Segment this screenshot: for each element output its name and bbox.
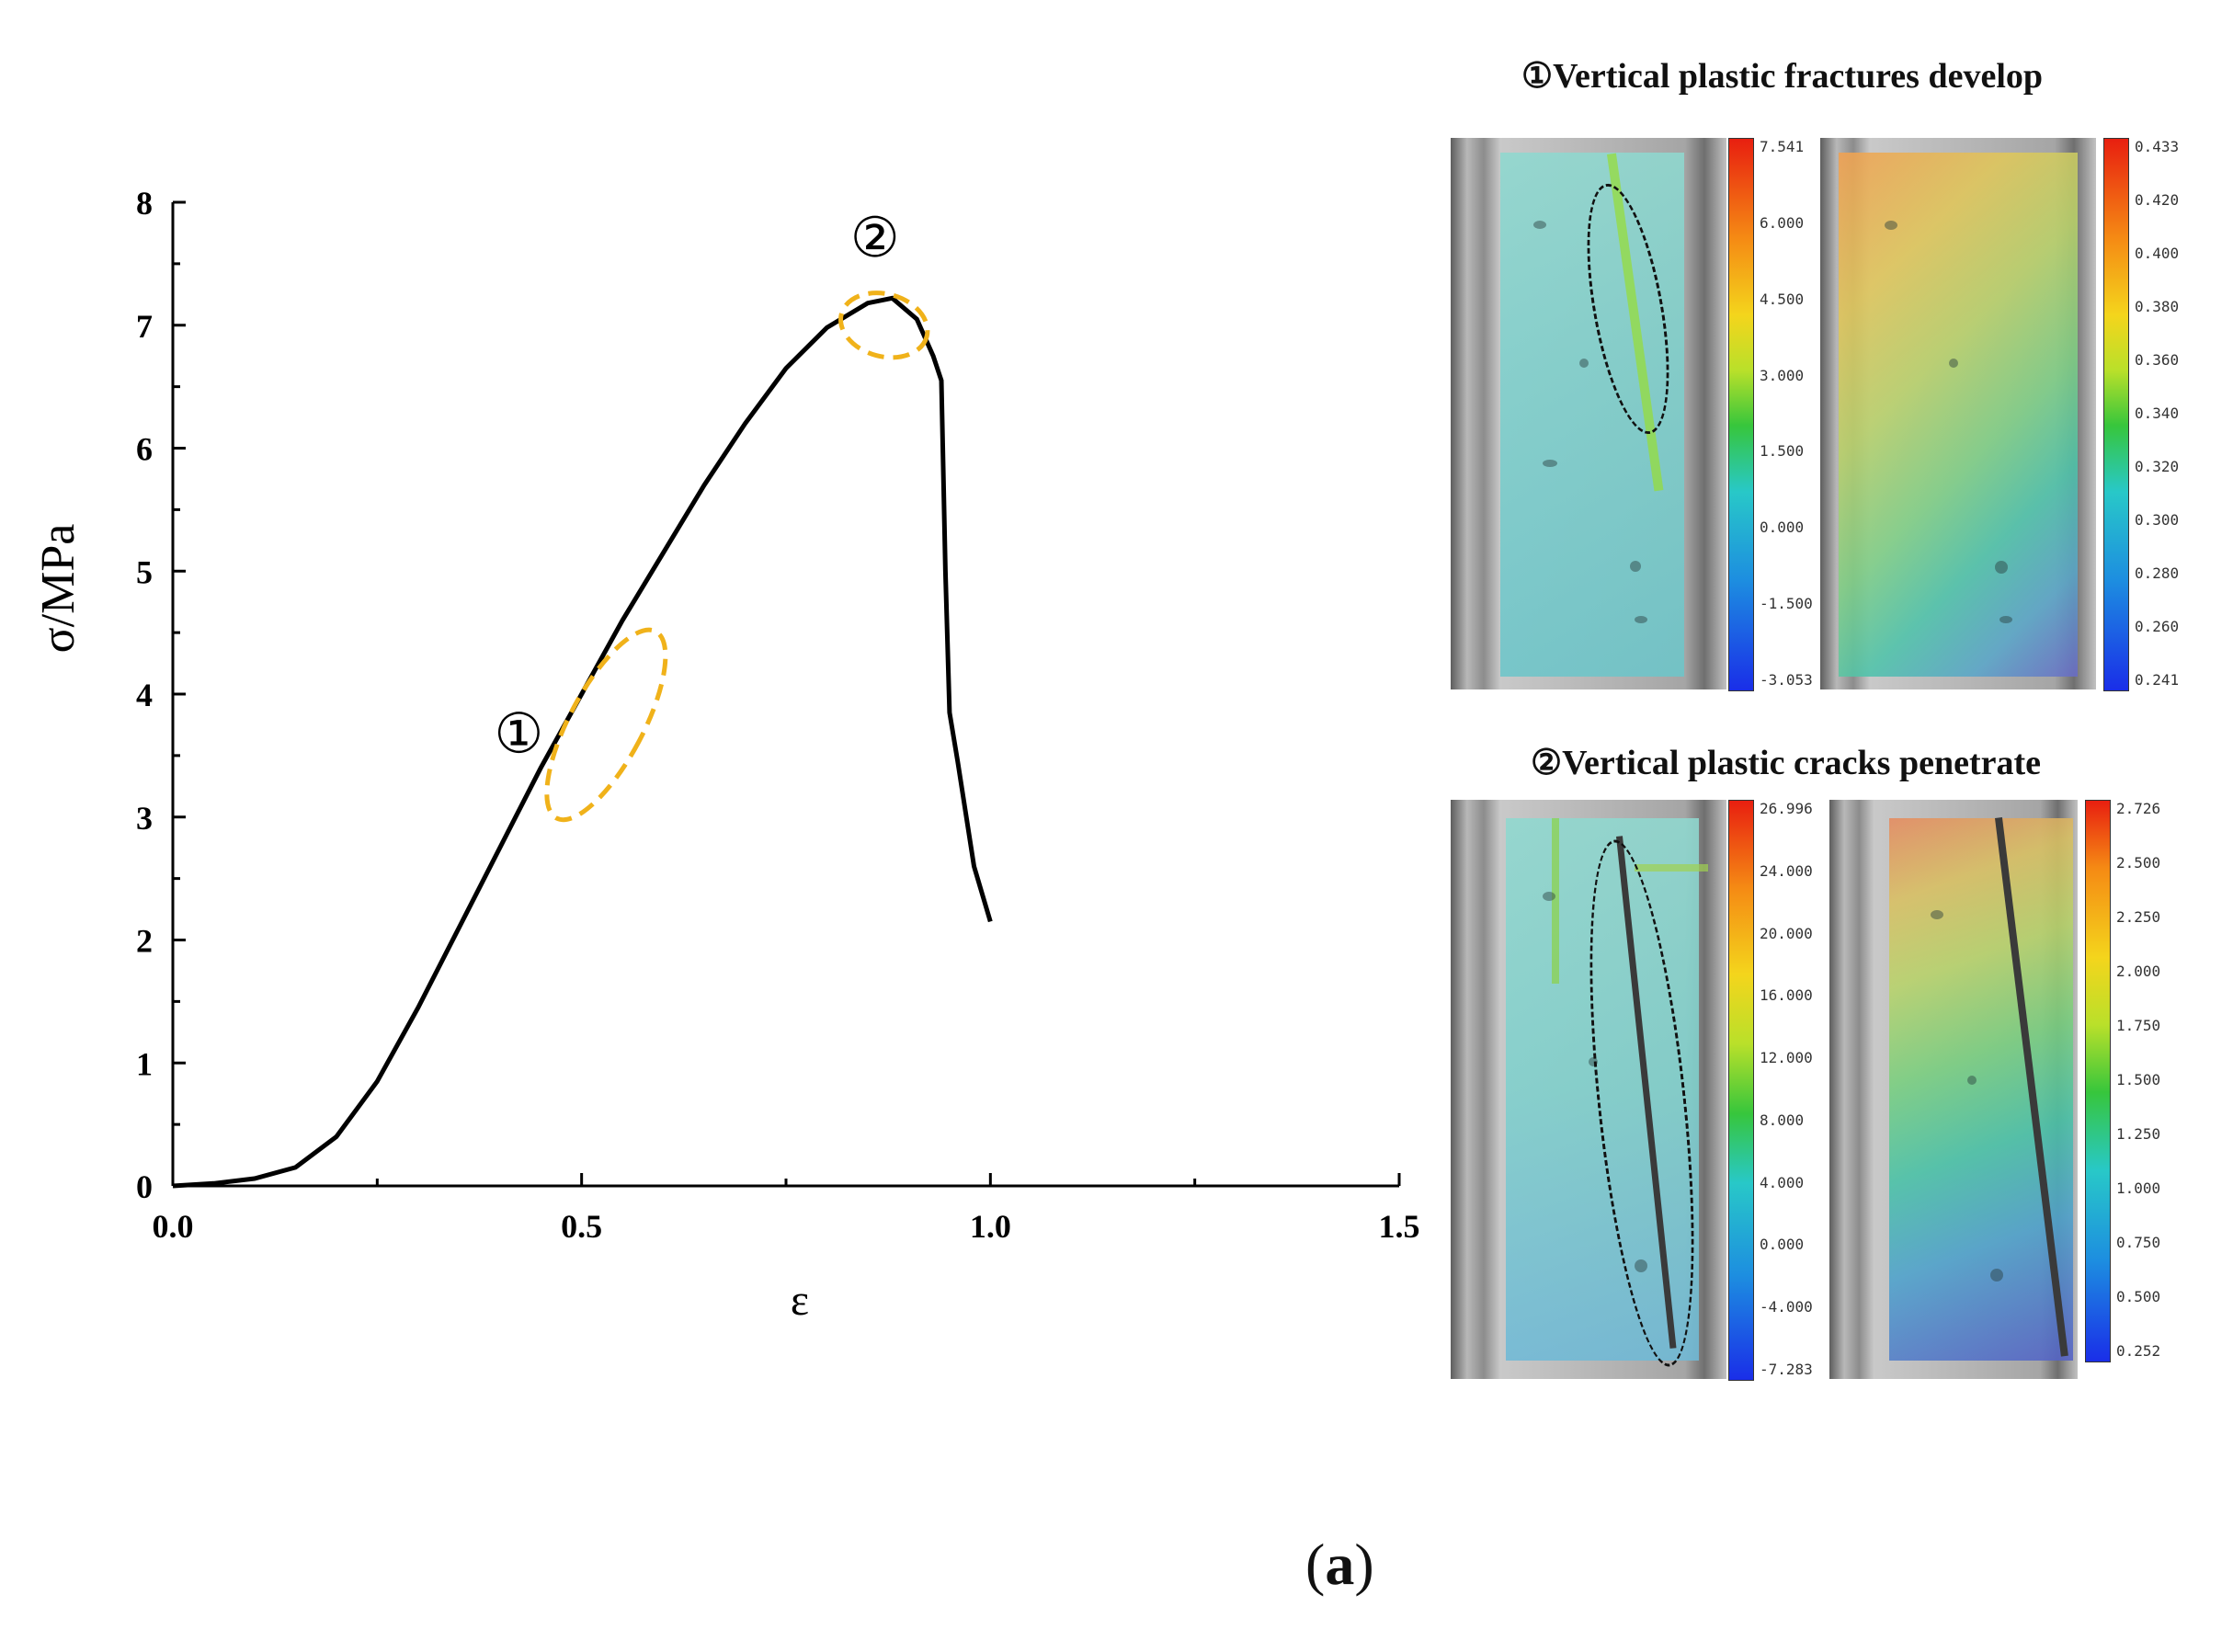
colorbar-tick-label: 0.500 [2116, 1288, 2161, 1305]
dic-image-top-left [1451, 138, 1726, 689]
colorbar-tick-label: 12.000 [1760, 1049, 1813, 1067]
x-tick-label: 1.0 [970, 1208, 1011, 1245]
y-axis-label: σ/MPa [32, 524, 85, 654]
colorbar-tick-label: 0.340 [2135, 404, 2180, 422]
colorbar-tick-label: 16.000 [1760, 986, 1813, 1005]
annotation-label-1: ① [494, 701, 543, 766]
colorbar-tick-label: 0.260 [2135, 618, 2180, 635]
highlight-ellipse-1 [544, 627, 668, 823]
y-tick-label: 4 [136, 677, 153, 713]
colorbar-tick-label: 0.300 [2135, 511, 2180, 529]
colorbar-tick-label: 2.726 [2116, 800, 2161, 817]
x-axis-label: ε [791, 1276, 809, 1325]
colorbar-tick-label: 0.360 [2135, 351, 2180, 369]
colorbar-tick-label: 3.000 [1760, 366, 1805, 384]
colorbar-tick-label: 7.541 [1760, 138, 1805, 155]
x-tick-label: 0.5 [561, 1208, 602, 1245]
colorbar-bottom-right [2085, 800, 2111, 1362]
dic-image-bottom-left [1451, 800, 1726, 1379]
colorbar-tick-label: 0.252 [2116, 1342, 2161, 1360]
colorbar-tick-label: 20.000 [1760, 924, 1813, 942]
caption-letter: a [1325, 1532, 1355, 1597]
colorbar-tick-label: 1.000 [2116, 1179, 2161, 1197]
colorbar-tick-label: 0.241 [2135, 671, 2180, 689]
colorbar-tick-label: 0.000 [1760, 1236, 1805, 1254]
y-tick-label: 8 [136, 185, 153, 222]
y-tick-label: 3 [136, 800, 153, 837]
annotation-marks: ①② [494, 206, 930, 823]
colorbar-tick-label: -1.500 [1760, 595, 1813, 613]
x-tick-label: 1.5 [1379, 1208, 1420, 1245]
colorbar-top-left [1728, 138, 1754, 691]
colorbar-tick-label: 0.280 [2135, 564, 2180, 582]
colorbar-tick-label: 2.250 [2116, 908, 2161, 926]
colorbar-tick-label: 0.000 [1760, 518, 1805, 537]
y-tick-label: 7 [136, 308, 153, 345]
colorbar-tick-label: -4.000 [1760, 1298, 1813, 1316]
axes [171, 200, 1401, 1188]
colorbar-tick-label: 0.750 [2116, 1234, 2161, 1251]
dic-image-top-right [1820, 138, 2096, 689]
y-tick-label: 0 [136, 1168, 153, 1205]
colorbar-tick-label: 1.500 [2116, 1071, 2161, 1088]
bottom-panel-title: ②Vertical plastic cracks penetrate [1531, 744, 2042, 782]
colorbar-tick-label: 0.380 [2135, 298, 2180, 315]
colorbar-tick-label: -3.053 [1760, 671, 1813, 689]
colorbar-tick-label: 2.000 [2116, 963, 2161, 980]
y-tick-label: 6 [136, 431, 153, 468]
colorbar-tick-label: 0.433 [2135, 138, 2180, 155]
colorbar-tick-label: 24.000 [1760, 861, 1813, 880]
colorbar-tick-label: -7.283 [1760, 1361, 1813, 1378]
colorbar-bottom-left [1728, 800, 1754, 1381]
colorbar-tick-label: 1.750 [2116, 1017, 2161, 1034]
tick-labels: 0.0 0.5 1.0 1.5 0 1 2 3 4 5 6 7 8 [136, 185, 1420, 1245]
y-tick-label: 5 [136, 553, 153, 590]
colorbar-top-right [2103, 138, 2129, 691]
colorbar-tick-label: 0.400 [2135, 245, 2180, 262]
dic-image-bottom-right [1829, 800, 2078, 1379]
colorbar-tick-label: 1.250 [2116, 1125, 2161, 1143]
colorbar-tick-label: 26.996 [1760, 800, 1813, 817]
colorbar-tick-label: 0.420 [2135, 191, 2180, 209]
caption-open: ( [1305, 1532, 1326, 1597]
colorbar-tick-label: 0.320 [2135, 458, 2180, 475]
colorbar-tick-label: 4.000 [1760, 1173, 1805, 1191]
x-tick-label: 0.0 [153, 1208, 194, 1245]
colorbar-tick-label: 4.500 [1760, 290, 1805, 308]
figure-caption: (a) [1305, 1531, 1374, 1599]
stress-strain-curve [172, 295, 993, 1189]
highlight-ellipse-2 [838, 291, 930, 360]
caption-close: ) [1354, 1532, 1374, 1597]
colorbar-tick-label: 2.500 [2116, 854, 2161, 872]
colorbar-tick-label: 6.000 [1760, 213, 1805, 232]
annotation-label-2: ② [850, 206, 900, 270]
colorbar-tick-label: 8.000 [1760, 1111, 1805, 1129]
y-tick-label: 1 [136, 1045, 153, 1082]
colorbar-tick-label: 1.500 [1760, 442, 1805, 461]
top-panel-title: ①Vertical plastic fractures develop [1521, 57, 2044, 96]
y-tick-label: 2 [136, 923, 153, 960]
